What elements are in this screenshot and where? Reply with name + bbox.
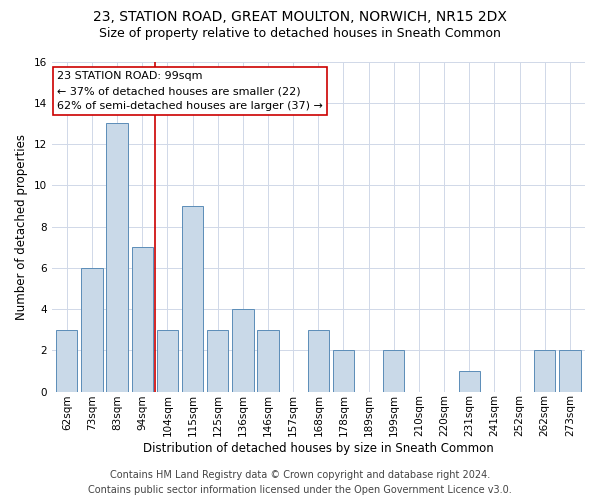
Bar	[308, 330, 329, 392]
Bar	[106, 124, 128, 392]
X-axis label: Distribution of detached houses by size in Sneath Common: Distribution of detached houses by size …	[143, 442, 494, 455]
Text: Contains HM Land Registry data © Crown copyright and database right 2024.
Contai: Contains HM Land Registry data © Crown c…	[88, 470, 512, 495]
Bar	[559, 350, 581, 392]
Text: Size of property relative to detached houses in Sneath Common: Size of property relative to detached ho…	[99, 28, 501, 40]
Bar	[534, 350, 556, 392]
Bar	[458, 371, 480, 392]
Bar	[232, 309, 254, 392]
Bar	[131, 247, 153, 392]
Bar	[207, 330, 229, 392]
Bar	[333, 350, 354, 392]
Bar	[56, 330, 77, 392]
Bar	[182, 206, 203, 392]
Bar	[257, 330, 279, 392]
Text: 23 STATION ROAD: 99sqm
← 37% of detached houses are smaller (22)
62% of semi-det: 23 STATION ROAD: 99sqm ← 37% of detached…	[57, 72, 323, 111]
Bar	[157, 330, 178, 392]
Bar	[81, 268, 103, 392]
Text: 23, STATION ROAD, GREAT MOULTON, NORWICH, NR15 2DX: 23, STATION ROAD, GREAT MOULTON, NORWICH…	[93, 10, 507, 24]
Y-axis label: Number of detached properties: Number of detached properties	[15, 134, 28, 320]
Bar	[383, 350, 404, 392]
